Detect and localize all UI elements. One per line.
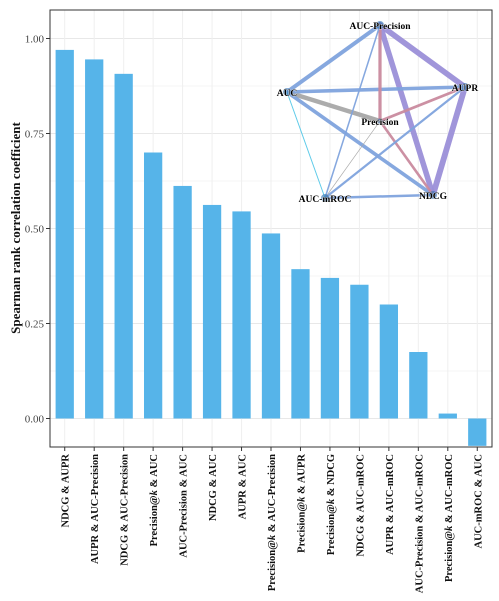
x-tick-label: AUPR & AUC-mROC bbox=[385, 454, 396, 555]
bar bbox=[350, 284, 369, 419]
bar bbox=[409, 352, 428, 419]
x-tick-label: AUC-Precision & AUC bbox=[179, 454, 190, 558]
x-tick-label: Precision@k & NDCG bbox=[326, 454, 337, 555]
x-tick-label: NDCG & AUPR bbox=[61, 454, 72, 528]
y-tick-label: 0.25 bbox=[25, 319, 45, 331]
network-edge bbox=[324, 120, 381, 199]
network-node-label: AUC bbox=[277, 89, 298, 99]
network-edge bbox=[377, 22, 468, 90]
x-tick-label: NDCG & AUC-mROC bbox=[355, 454, 366, 557]
bar bbox=[114, 73, 133, 419]
network-node bbox=[429, 191, 437, 199]
correlation-network: AUC-Precision AUPR AUC Precision AUC-mROC NDC… bbox=[276, 21, 479, 205]
network-edge bbox=[323, 193, 435, 200]
x-tick-label: AUPR & AUC-Precision bbox=[90, 454, 101, 564]
y-axis-ticks: 0.00 0.25 0.50 0.75 1.00 bbox=[25, 34, 50, 426]
network-edge bbox=[285, 90, 435, 197]
network-edge bbox=[284, 89, 383, 124]
bar bbox=[438, 413, 457, 419]
bar bbox=[85, 59, 104, 419]
x-tick-label: Precision@k & AUC-Precision bbox=[267, 454, 278, 591]
y-tick-label: 0.75 bbox=[25, 129, 45, 141]
network-edge bbox=[323, 85, 467, 200]
network-edge bbox=[378, 119, 435, 197]
network-node bbox=[376, 21, 384, 29]
network-edge bbox=[324, 24, 381, 199]
network-edge bbox=[286, 91, 326, 199]
bar bbox=[55, 49, 74, 419]
y-tick-label: 1.00 bbox=[25, 34, 45, 46]
x-tick-label: AUC-Precision & AUC-mROC bbox=[414, 454, 425, 593]
y-axis-label: Spearman rank correlation coefficient bbox=[8, 121, 23, 333]
network-node bbox=[377, 118, 383, 124]
network-node bbox=[461, 83, 469, 91]
bar bbox=[202, 204, 222, 419]
bar bbox=[143, 152, 163, 419]
network-node-label: NDCG bbox=[419, 192, 448, 202]
network-node-label: Precision bbox=[361, 118, 399, 128]
x-tick-label: AUC-mROC & AUC bbox=[473, 454, 484, 549]
network-node-label: AUPR bbox=[452, 84, 479, 94]
x-tick-label: NDCG & AUC-Precision bbox=[120, 454, 131, 566]
network-edge bbox=[285, 85, 467, 94]
bars bbox=[55, 49, 487, 446]
x-axis-ticks: NDCG & AUPR AUPR & AUC-Precision NDCG & AU… bbox=[61, 447, 484, 593]
bar bbox=[468, 418, 487, 446]
x-tick-label: AUPR & AUC bbox=[238, 454, 249, 519]
bar bbox=[291, 269, 310, 419]
bar bbox=[379, 304, 399, 419]
network-node bbox=[321, 194, 329, 202]
y-tick-label: 0.50 bbox=[25, 224, 45, 236]
bar bbox=[261, 233, 281, 419]
network-edge bbox=[430, 84, 468, 198]
x-tick-label: NDCG & AUC bbox=[208, 454, 219, 521]
network-node-label: AUC-mROC bbox=[299, 195, 352, 205]
x-tick-label: Precision@k & AUPR bbox=[296, 454, 307, 553]
network-edge bbox=[378, 85, 467, 123]
x-tick-label: Precision@k & AUC bbox=[149, 454, 160, 546]
network-edge bbox=[285, 23, 382, 94]
bar bbox=[173, 185, 192, 419]
network-node bbox=[283, 88, 291, 96]
x-tick-label: Precision@k & AUC-mROC bbox=[444, 454, 455, 582]
network-node-label: AUC-Precision bbox=[349, 22, 411, 32]
y-tick-label: 0.00 bbox=[25, 414, 45, 426]
bar bbox=[232, 211, 251, 419]
bar bbox=[320, 277, 340, 419]
